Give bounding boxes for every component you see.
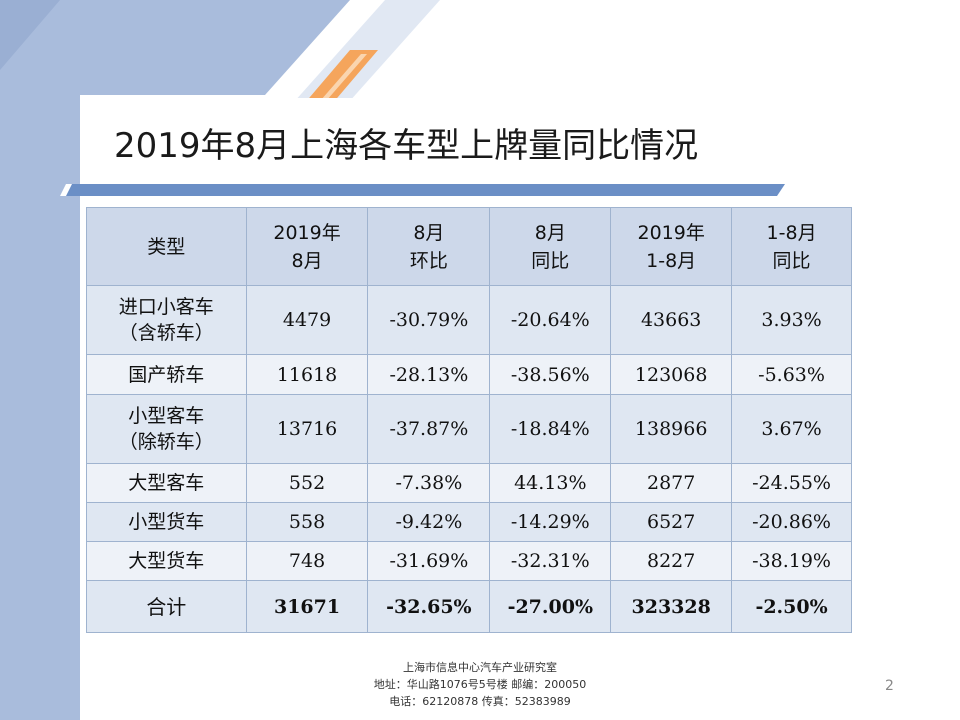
table-row: 大型客车 552 -7.38% 44.13% 2877 -24.55% <box>86 463 852 503</box>
table-row: 国产轿车 11618 -28.13% -38.56% 123068 -5.63% <box>86 354 852 395</box>
table-header-row: 类型 2019年 8月 8月 环比 8月 同比 2019年 1-8月 1-8月 同比 <box>86 207 852 286</box>
row-category: 国产轿车 <box>86 354 247 395</box>
header-type: 类型 <box>86 207 247 286</box>
cell-aug-count: 13716 <box>245 394 369 464</box>
cell-ytd-count: 8227 <box>610 541 733 581</box>
footer-phone: 电话：62120878 传真：52383989 <box>389 695 571 708</box>
cell-aug-mom: -28.13% <box>367 354 491 395</box>
cell-aug-yoy: -32.31% <box>489 541 612 581</box>
row-category: 小型客车 （除轿车） <box>86 394 247 464</box>
cell-ytd-count: 138966 <box>610 394 733 464</box>
row-category: 大型货车 <box>86 541 247 581</box>
row-category: 大型客车 <box>86 463 247 503</box>
cell-ytd-yoy: -20.86% <box>731 502 852 542</box>
footer-org: 上海市信息中心汽车产业研究室 <box>403 661 557 674</box>
cell-ytd-count: 6527 <box>610 502 733 542</box>
cell-aug-yoy: -20.64% <box>489 285 612 355</box>
cell-aug-mom: -31.69% <box>367 541 491 581</box>
cell-aug-mom: -30.79% <box>367 285 491 355</box>
table-row: 进口小客车 （含轿车） 4479 -30.79% -20.64% 43663 3.… <box>86 285 852 355</box>
row-category: 进口小客车 （含轿车） <box>86 285 247 355</box>
cell-aug-yoy: -38.56% <box>489 354 612 395</box>
total-ytd-yoy: -2.50% <box>731 580 852 633</box>
table-row: 小型客车 （除轿车） 13716 -37.87% -18.84% 138966 3… <box>86 394 852 464</box>
cell-aug-mom: -7.38% <box>367 463 491 503</box>
cell-aug-count: 11618 <box>245 354 369 395</box>
cell-aug-yoy: -14.29% <box>489 502 612 542</box>
page-number: 2 <box>885 678 894 694</box>
cell-aug-count: 748 <box>245 541 369 581</box>
cell-aug-mom: -9.42% <box>367 502 491 542</box>
total-aug-count: 31671 <box>245 580 369 633</box>
cell-ytd-count: 2877 <box>610 463 733 503</box>
total-ytd-count: 323328 <box>610 580 733 633</box>
cell-aug-count: 4479 <box>245 285 369 355</box>
header-aug-mom: 8月 环比 <box>367 207 491 286</box>
cell-ytd-yoy: 3.93% <box>731 285 852 355</box>
cell-aug-count: 552 <box>245 463 369 503</box>
cell-aug-yoy: -18.84% <box>489 394 612 464</box>
cell-aug-mom: -37.87% <box>367 394 491 464</box>
cell-aug-count: 558 <box>245 502 369 542</box>
total-aug-mom: -32.65% <box>367 580 491 633</box>
total-aug-yoy: -27.00% <box>489 580 612 633</box>
cell-ytd-count: 43663 <box>610 285 733 355</box>
header-aug-yoy: 8月 同比 <box>489 207 612 286</box>
row-category: 小型货车 <box>86 502 247 542</box>
cell-ytd-yoy: -5.63% <box>731 354 852 395</box>
footer-contact: 上海市信息中心汽车产业研究室 地址：华山路1076号5号楼 邮编：200050 … <box>0 659 960 710</box>
total-label: 合计 <box>86 580 247 633</box>
cell-aug-yoy: 44.13% <box>489 463 612 503</box>
header-2019-jan-aug: 2019年 1-8月 <box>610 207 733 286</box>
header-jan-aug-yoy: 1-8月 同比 <box>731 207 852 286</box>
page-title: 2019年8月上海各车型上牌量同比情况 <box>114 126 699 166</box>
cell-ytd-count: 123068 <box>610 354 733 395</box>
cell-ytd-yoy: 3.67% <box>731 394 852 464</box>
footer-address: 地址：华山路1076号5号楼 邮编：200050 <box>373 678 587 691</box>
table-total-row: 合计 31671 -32.65% -27.00% 323328 -2.50% <box>86 580 852 633</box>
header-2019-aug: 2019年 8月 <box>245 207 369 286</box>
cell-ytd-yoy: -24.55% <box>731 463 852 503</box>
cell-ytd-yoy: -38.19% <box>731 541 852 581</box>
vehicle-registration-table: 类型 2019年 8月 8月 环比 8月 同比 2019年 1-8月 1-8月 同比 进口… <box>86 207 852 633</box>
table-row: 大型货车 748 -31.69% -32.31% 8227 -38.19% <box>86 541 852 581</box>
table-row: 小型货车 558 -9.42% -14.29% 6527 -20.86% <box>86 502 852 542</box>
